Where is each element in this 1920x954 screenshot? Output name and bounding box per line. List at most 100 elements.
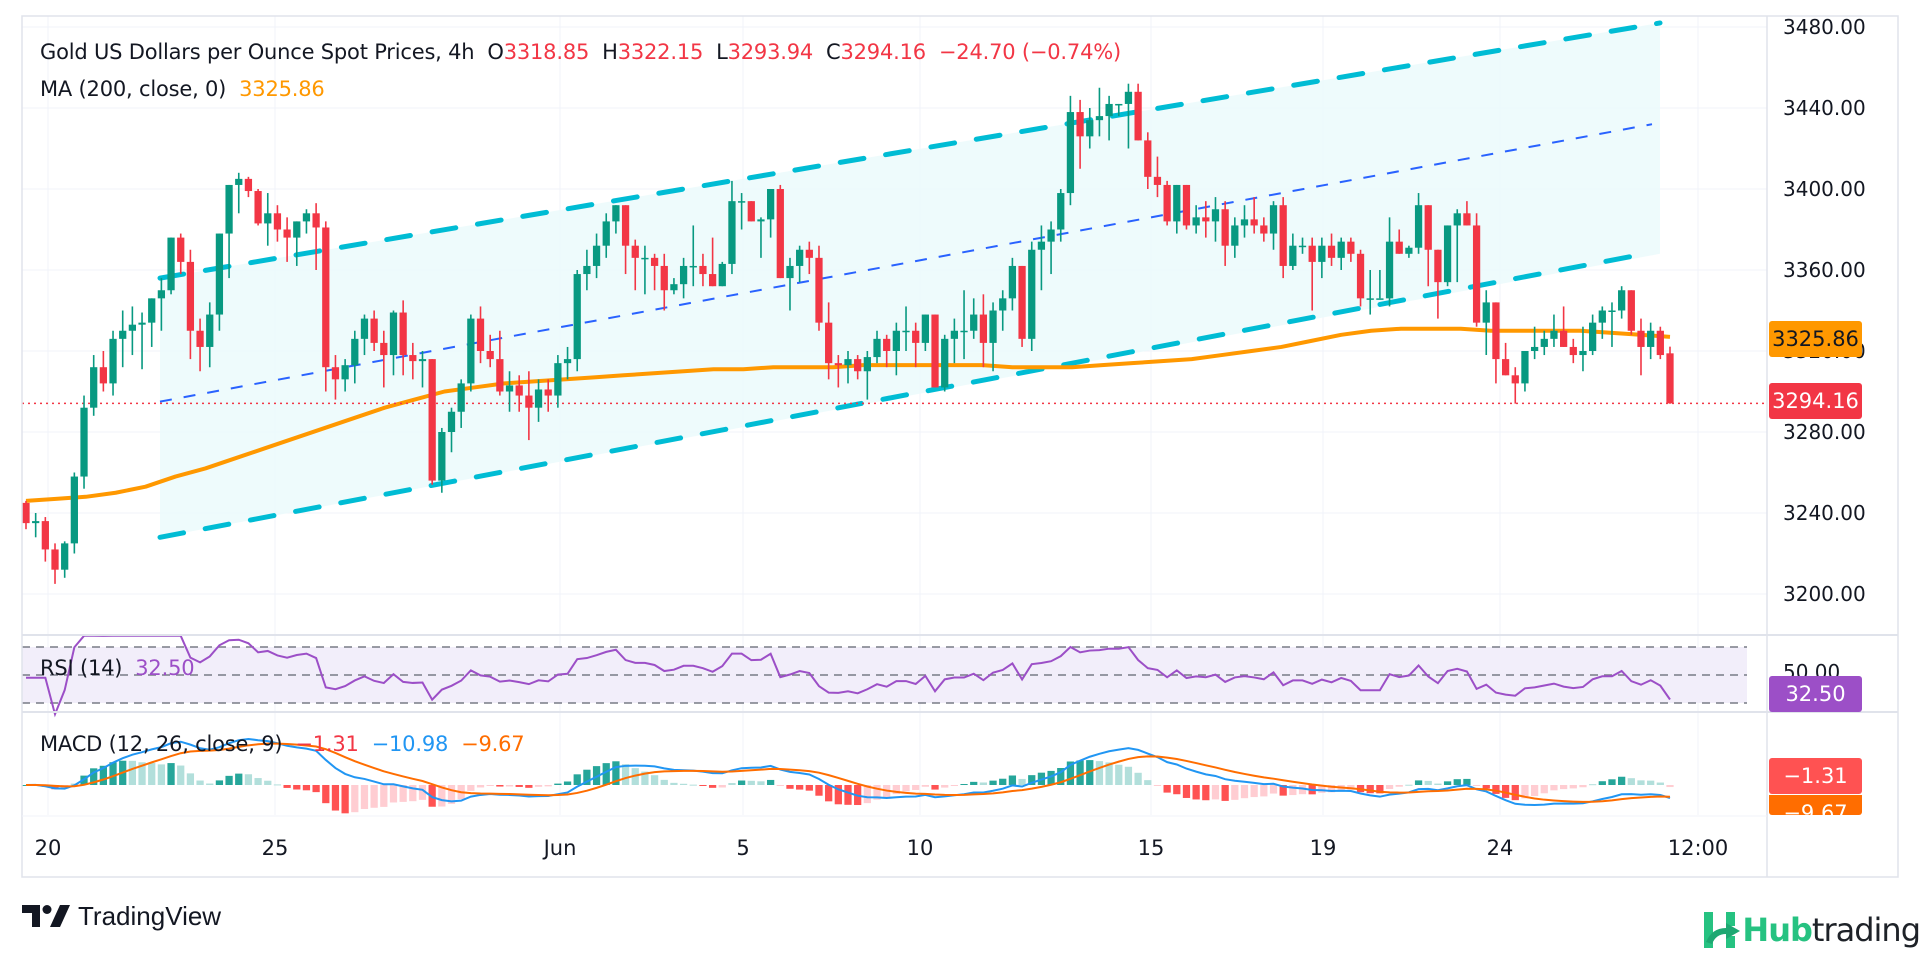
macd-hist-bar [1463, 778, 1471, 785]
candle [989, 302, 997, 372]
price-axis[interactable]: 3480.003440.003400.003360.003320.003280.… [1783, 15, 1866, 606]
candle [254, 189, 262, 226]
candle-body [1453, 213, 1461, 226]
candle-body [1086, 120, 1094, 137]
macd-hist-bar [1182, 785, 1191, 798]
candle [1037, 225, 1046, 291]
candle-body [1569, 346, 1577, 356]
candle [186, 249, 195, 360]
macd-hist-bar [979, 782, 988, 785]
candle [109, 330, 117, 396]
tradingview-logo[interactable]: TradingView [22, 901, 221, 931]
candle [1482, 290, 1490, 356]
candle-body [1540, 338, 1548, 347]
candle [805, 241, 813, 275]
candle [941, 334, 949, 392]
macd-hist-bar [525, 785, 533, 788]
time-tick-label: 5 [736, 836, 749, 860]
macd-value: −10.98 [371, 732, 449, 756]
candle [834, 355, 842, 388]
candle-body [22, 502, 30, 524]
macd-hist-bar [1550, 785, 1558, 791]
macd-hist-bar [1376, 785, 1384, 794]
candle-body [679, 265, 688, 285]
candle [360, 314, 369, 356]
candle-body [99, 367, 107, 384]
candle [1269, 201, 1278, 250]
candle-body [1627, 290, 1635, 331]
candle-body [796, 249, 804, 266]
macd-hist-bar [660, 779, 668, 785]
change-value: −24.70 (−0.74%) [938, 40, 1121, 64]
candle-body [1501, 359, 1510, 376]
macd-hist-bar [1076, 760, 1084, 785]
candle-body [351, 338, 359, 366]
last-price-tag: 3294.16 [1769, 383, 1862, 419]
candle [61, 541, 69, 578]
macd-hist-bar [467, 785, 475, 791]
candle [283, 217, 291, 262]
candle-body [283, 229, 291, 238]
macd-hist-bar [399, 785, 407, 802]
candle [1666, 346, 1674, 404]
candle-body [921, 314, 929, 343]
candle [1598, 306, 1606, 339]
candle-body [1115, 103, 1123, 106]
candle [467, 314, 475, 392]
time-axis[interactable]: 20 25 Jun 5 10 15 19 24 12:00 [35, 836, 1729, 860]
candle [1530, 326, 1539, 360]
macd-hist-bar [1008, 775, 1017, 785]
candle-body [148, 298, 156, 323]
candle [1105, 95, 1113, 141]
open-label: O [487, 40, 504, 64]
candle-body [1347, 241, 1355, 254]
macd-hist-bar [950, 785, 959, 786]
candle [854, 355, 862, 380]
candle-body [931, 314, 939, 388]
macd-hist-bar [1231, 785, 1239, 800]
time-tick-label: 24 [1487, 836, 1514, 860]
candle [1182, 184, 1191, 230]
macd-hist-bar [186, 773, 195, 785]
candle-body [293, 221, 301, 238]
candle [1521, 351, 1529, 392]
macd-hist-bar [1279, 785, 1287, 796]
candle-body [950, 330, 959, 339]
macd-hist-bar [1443, 781, 1452, 785]
macd-hist-bar [380, 785, 388, 807]
candle-body [631, 245, 639, 258]
candle-body [1318, 245, 1326, 262]
macd-hist-bar [1405, 784, 1413, 786]
candle [1376, 270, 1384, 300]
candle-body [80, 407, 88, 477]
candle-body [90, 367, 98, 408]
candle-body [534, 389, 543, 408]
candle-body [912, 330, 920, 343]
candle-body [331, 367, 340, 380]
macd-hist-bar [815, 785, 823, 796]
candle [1434, 249, 1442, 319]
candle [389, 310, 398, 376]
candle [534, 379, 543, 422]
macd-hist-bar [1086, 760, 1094, 785]
candle-body [244, 178, 253, 192]
candle-body [1482, 302, 1490, 323]
time-tick-label: 10 [907, 836, 934, 860]
candle-body [1608, 310, 1616, 312]
candle-body [1472, 225, 1481, 323]
candle-body [360, 318, 369, 339]
macd-hist-bar [244, 774, 253, 785]
candle-body [1066, 112, 1075, 194]
candle-body [1008, 265, 1017, 299]
candle [1627, 290, 1635, 335]
price-tick-label: 3400.00 [1783, 177, 1866, 201]
candles [22, 83, 1674, 584]
candle-body [61, 543, 69, 570]
candle-body [467, 318, 475, 384]
candle [206, 302, 214, 368]
candle-body [157, 290, 166, 299]
candle-body [119, 330, 127, 339]
candle-body [235, 178, 243, 185]
candle [718, 261, 726, 287]
